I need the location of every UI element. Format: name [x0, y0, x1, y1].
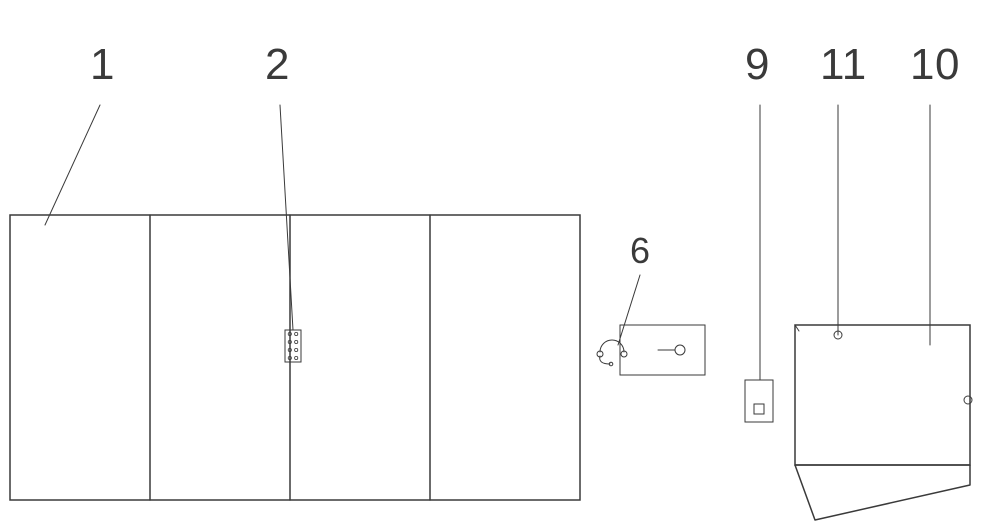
diagram-svg — [0, 0, 1000, 530]
diagram-canvas: 1 2 9 11 10 6 — [0, 0, 1000, 530]
